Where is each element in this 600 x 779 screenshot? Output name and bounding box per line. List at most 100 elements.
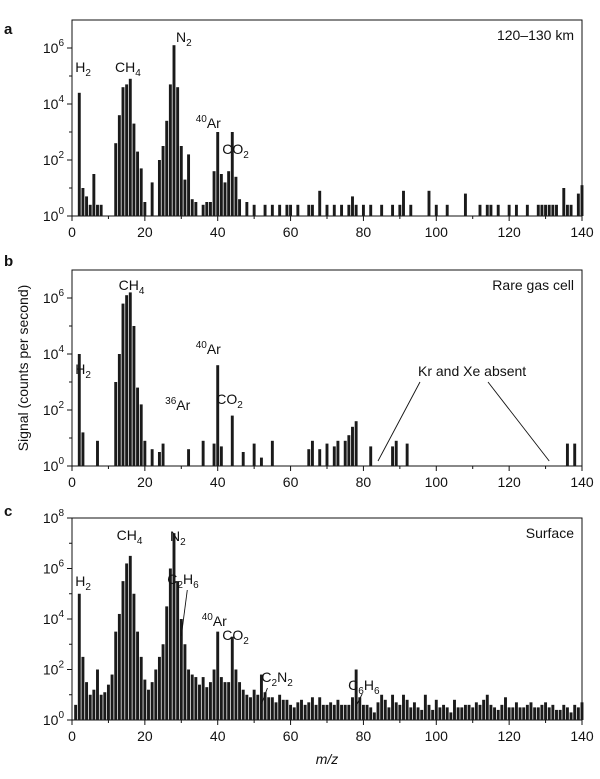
y-tick-label: 100: [43, 710, 65, 728]
bar-mz-60: [289, 704, 293, 720]
bar-mz-106: [456, 707, 460, 721]
bar-mz-86: [383, 699, 387, 720]
bar-mz-70: [325, 704, 329, 720]
annotation-h2: H2: [75, 59, 91, 79]
bar-mz-31: [183, 179, 187, 216]
x-tick-label: 80: [356, 474, 372, 490]
bar-mz-25: [161, 644, 165, 720]
bar-mz-94: [412, 702, 416, 720]
bar-mz-132: [551, 204, 555, 216]
bar-mz-89: [394, 440, 398, 466]
x-tick-label: 100: [425, 474, 449, 490]
panel-corner-label: Surface: [526, 525, 574, 541]
bar-mz-37: [205, 202, 209, 216]
bar-mz-14: [121, 581, 125, 721]
bar-mz-31: [183, 644, 187, 720]
bar-mz-36: [201, 677, 205, 720]
bar-mz-3: [81, 188, 85, 216]
bar-mz-65: [307, 702, 311, 720]
bar-mz-135: [562, 188, 566, 216]
bar-mz-62: [296, 204, 300, 216]
bar-mz-138: [573, 443, 577, 466]
bar-mz-103: [445, 204, 449, 216]
panel-c: c Surface 0 20 40 60 80 100 120 140 100 102 104 106 10…: [4, 503, 594, 767]
bar-mz-55: [270, 440, 274, 466]
bar-mz-39: [212, 669, 216, 720]
bar-mz-140: [580, 702, 584, 720]
annotation-n2: N2: [176, 29, 192, 49]
bar-mz-39: [212, 171, 216, 216]
bar-mz-7: [96, 440, 99, 466]
bar-mz-15: [125, 295, 129, 466]
bar-mz-115: [489, 704, 493, 720]
bar-mz-2: [77, 593, 81, 720]
bar-mz-30: [179, 619, 183, 720]
bar-mz-71: [329, 702, 333, 720]
y-tick-label: 102: [43, 400, 65, 418]
bar-mz-13: [117, 354, 121, 466]
bar-mz-78: [354, 669, 358, 720]
bar-mz-39: [212, 443, 216, 466]
bar-mz-82: [369, 204, 373, 216]
bar-mz-119: [504, 697, 507, 720]
bar-mz-120: [507, 707, 511, 721]
annotation-ch4: CH4: [119, 277, 145, 297]
x-tick-label: 40: [210, 224, 226, 240]
bar-mz-131: [547, 204, 551, 216]
bar-mz-29: [176, 87, 180, 216]
bar-mz-55: [270, 204, 274, 216]
bar-mz-10: [106, 684, 110, 720]
bar-mz-54: [267, 697, 271, 720]
bar-mz-90: [398, 204, 402, 216]
bar-mz-44: [230, 415, 234, 466]
annotation-n2: N2: [170, 528, 186, 548]
bar-mz-90: [398, 704, 402, 720]
bar-mz-47: [241, 689, 245, 720]
bar-mz-101: [438, 707, 442, 721]
bar-mz-109: [467, 704, 471, 720]
bar-mz-73: [336, 440, 340, 466]
x-tick-label: 80: [356, 224, 372, 240]
bar-mz-8: [99, 694, 103, 720]
bar-mz-22: [150, 449, 154, 466]
x-tick-label: 60: [283, 474, 299, 490]
bar-mz-137: [569, 204, 573, 216]
bar-mz-92: [405, 699, 409, 720]
bar-mz-70: [325, 204, 329, 216]
bar-mz-41: [219, 174, 223, 216]
bar-mz-72: [332, 446, 336, 466]
bar-mz-120: [507, 204, 511, 216]
bar-mz-45: [234, 669, 238, 720]
x-tick-label: 100: [425, 728, 449, 744]
y-tick-label: 108: [43, 508, 65, 526]
bar-mz-110: [471, 707, 475, 721]
bar-mz-68: [318, 697, 322, 720]
bar-mz-27: [168, 568, 172, 720]
x-tick-label: 40: [210, 474, 226, 490]
bar-mz-41: [219, 677, 223, 720]
bar-mz-27: [168, 84, 172, 217]
bar-mz-19: [139, 168, 143, 216]
bar-mz-4: [85, 196, 89, 216]
bar-mz-77: [351, 426, 354, 466]
x-tick-label: 140: [570, 728, 594, 744]
bar-mz-107: [460, 707, 464, 721]
y-tick-label: 106: [43, 288, 65, 306]
bar-mz-123: [518, 707, 522, 721]
bar-mz-35: [198, 684, 201, 720]
bar-mz-36: [201, 204, 205, 216]
bar-mz-135: [562, 704, 566, 720]
bar-mz-34: [194, 202, 198, 216]
bar-mz-132: [551, 704, 555, 720]
bar-mz-12: [114, 382, 118, 466]
annotation-pointer: [487, 381, 550, 462]
bar-mz-11: [110, 674, 114, 720]
bar-mz-44: [230, 636, 234, 720]
bar-mz-5: [88, 204, 92, 216]
bar-mz-116: [493, 707, 497, 721]
bar-mz-73: [336, 699, 340, 720]
bar-mz-115: [489, 204, 493, 216]
bar-mz-18: [136, 631, 140, 721]
y-tick-label: 106: [43, 38, 65, 56]
bar-mz-18: [136, 151, 140, 216]
